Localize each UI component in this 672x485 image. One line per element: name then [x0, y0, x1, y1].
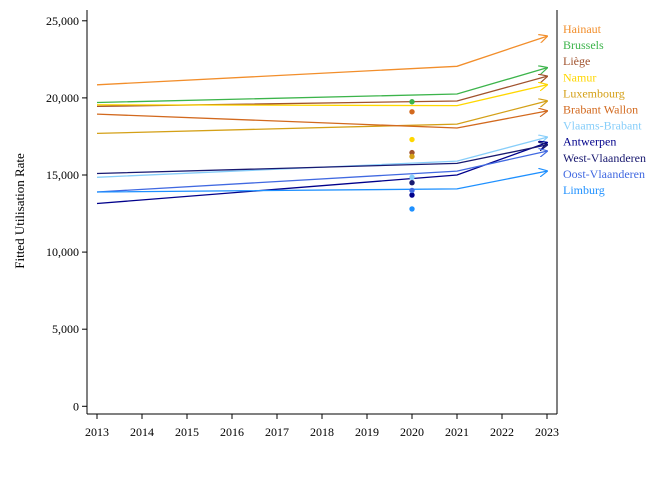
legend-label: Namur: [563, 70, 596, 84]
series-line-oost-vlaanderen: [96, 151, 547, 193]
observed-point: [409, 174, 415, 181]
series-lines-group: [96, 36, 547, 205]
y-tick-label: 10,000: [46, 245, 79, 259]
legend-label: Antwerpen: [563, 135, 616, 149]
observed-point: [409, 109, 415, 115]
observed-point: [409, 99, 415, 105]
y-tick-label: 25,000: [46, 14, 79, 28]
x-tick-label: 2019: [355, 425, 379, 439]
series-line-brabant-wallon: [96, 111, 547, 129]
x-tick-label: 2022: [490, 425, 514, 439]
series-line-luxembourg: [96, 101, 547, 135]
x-tick-label: 2016: [220, 425, 244, 439]
series-line-limburg: [96, 171, 547, 193]
x-tick-label: 2017: [265, 425, 289, 439]
legend-label: Oost-Vlaanderen: [563, 167, 645, 181]
x-tick-label: 2020: [400, 425, 424, 439]
legend-label: Liège: [563, 54, 590, 68]
observed-point: [409, 206, 415, 212]
y-tick-label: 15,000: [46, 168, 79, 182]
legend-label: Hainaut: [563, 22, 602, 36]
x-tick-label: 2013: [85, 425, 109, 439]
observed-point: [409, 192, 415, 198]
x-tick-label: 2023: [535, 425, 559, 439]
legend-group: Hainaut Brussels Liège Namur Luxembourg Braba…: [563, 22, 646, 197]
legend-label: Brussels: [563, 38, 604, 52]
x-tick-label: 2014: [130, 425, 154, 439]
legend-label: Vlaams-Brabant: [563, 119, 642, 133]
y-tick-label: 0: [73, 399, 79, 413]
series-line-west-vlaanderen: [96, 145, 547, 175]
legend-label: Brabant Wallon: [563, 103, 638, 117]
x-tick-label: 2021: [445, 425, 469, 439]
observed-points-group: [409, 99, 415, 212]
series-line-vlaams-brabant: [96, 137, 547, 178]
series-line-antwerpen: [96, 143, 547, 205]
axes-group: 0 5,000 10,000 15,000 20,000 25,000 2013 2014 20…: [46, 10, 559, 439]
series-line-hainaut: [96, 36, 547, 86]
x-tick-label: 2015: [175, 425, 199, 439]
observed-point: [409, 187, 415, 194]
y-tick-label: 20,000: [46, 91, 79, 105]
x-tick-label: 2018: [310, 425, 334, 439]
observed-point: [409, 180, 415, 186]
y-tick-label: 5,000: [52, 322, 79, 336]
series-line-brussels: [96, 68, 547, 104]
series-line-namur: [96, 85, 547, 107]
observed-point: [409, 149, 415, 156]
observed-point: [409, 153, 415, 160]
observed-point: [409, 136, 415, 143]
legend-label: West-Vlaanderen: [563, 151, 646, 165]
legend-label: Limburg: [563, 183, 605, 197]
y-axis-label: Fitted Utilisation Rate: [12, 153, 27, 269]
legend-label: Luxembourg: [563, 86, 625, 100]
